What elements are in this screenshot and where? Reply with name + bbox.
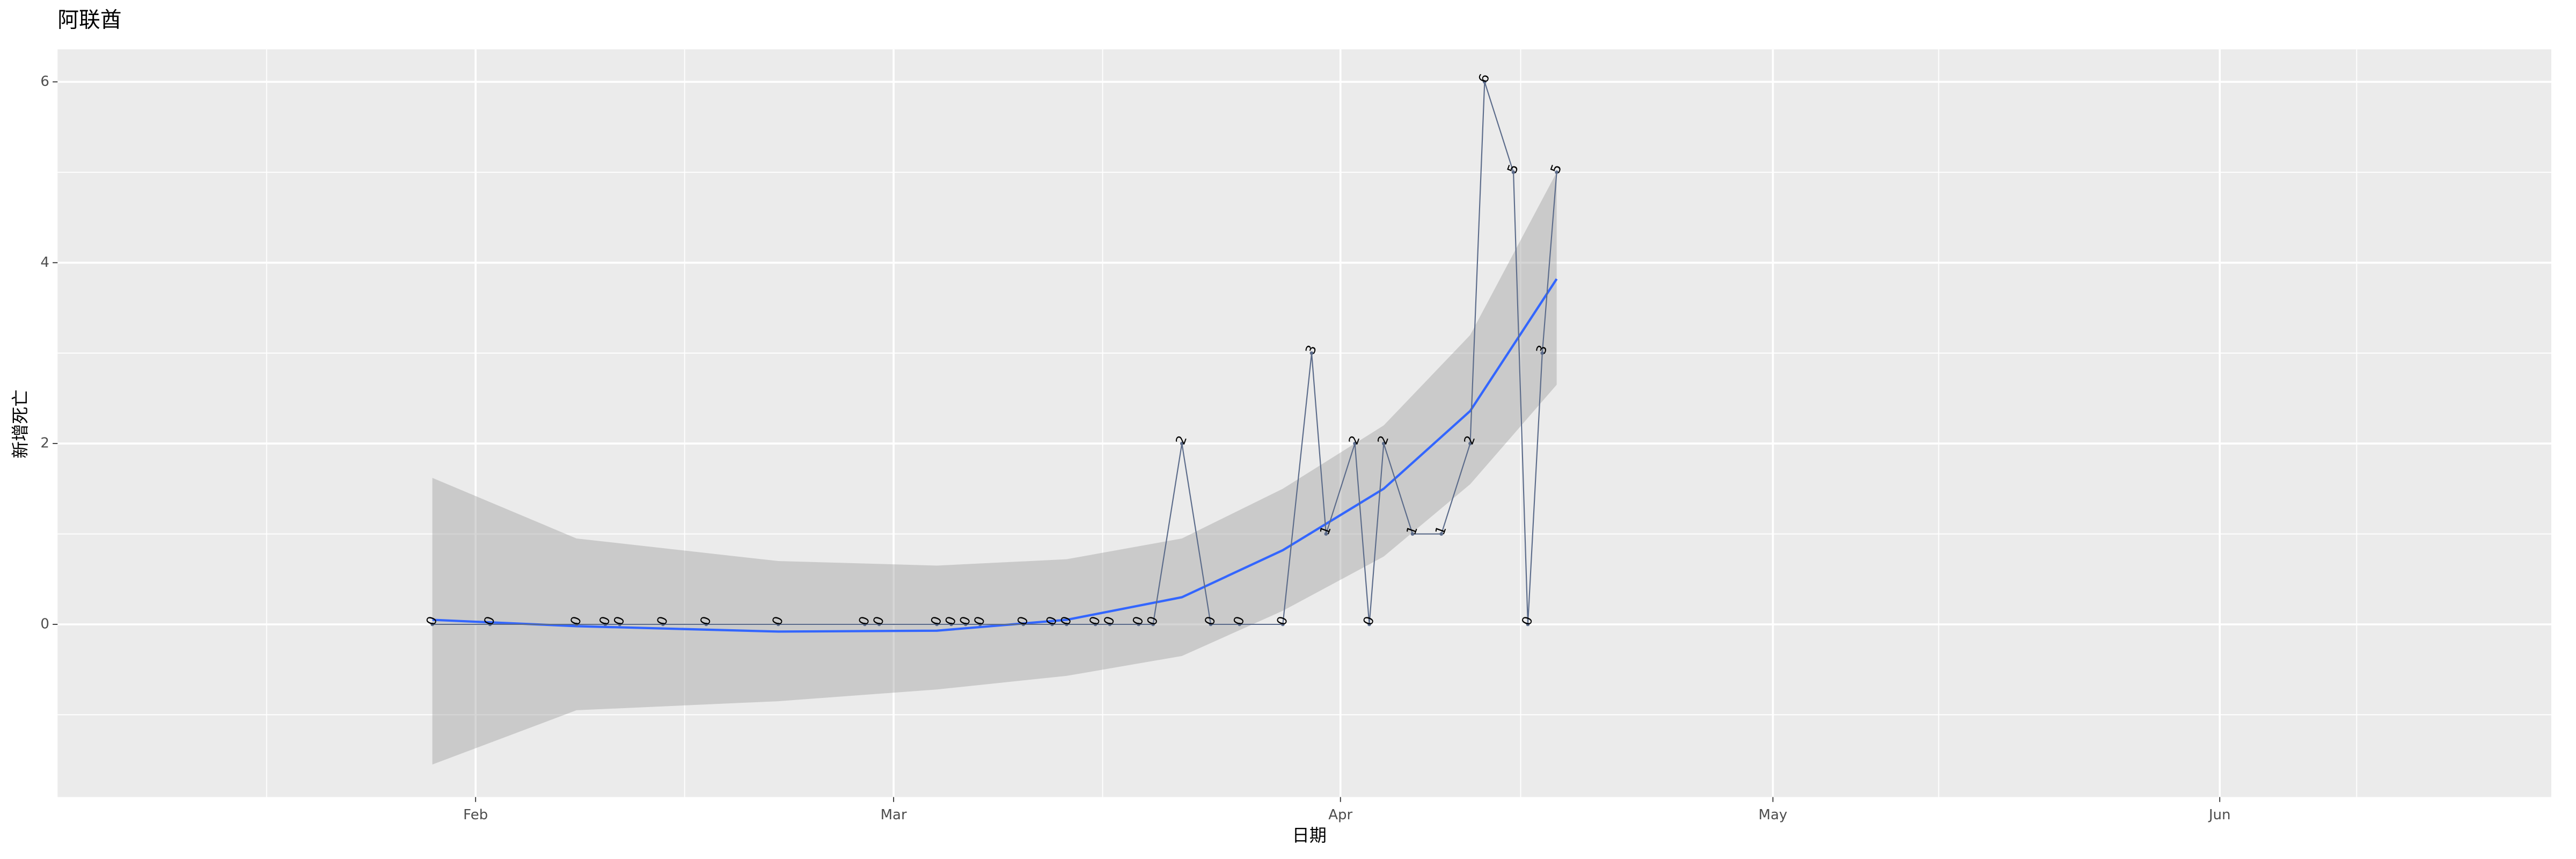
data-point (978, 622, 982, 627)
y-axis-label: 新增死亡 (10, 389, 31, 458)
data-point (1439, 532, 1444, 536)
grid: 0 2 4 6 Feb Mar Apr May Jun (40, 49, 2551, 823)
data-point (776, 622, 780, 627)
data-point (1180, 441, 1184, 446)
data-point (430, 622, 434, 627)
data-point (1309, 351, 1314, 355)
data-point (488, 622, 492, 627)
data-point (1324, 532, 1328, 536)
x-tick-label: Feb (463, 807, 488, 823)
data-point (1021, 622, 1026, 627)
y-tick-label: 6 (40, 74, 49, 90)
confidence-band (432, 172, 1557, 765)
data-point (935, 622, 939, 627)
x-axis-label: 日期 (1292, 825, 1327, 846)
data-point (618, 622, 622, 627)
data-point (1209, 622, 1213, 627)
data-point (1367, 622, 1371, 627)
y-tick-label: 0 (40, 616, 49, 632)
data-point (661, 622, 665, 627)
x-tick-label: Apr (1328, 807, 1352, 823)
x-tick-label: Jun (2208, 807, 2231, 823)
data-point (1511, 170, 1516, 174)
x-tick-label: May (1759, 807, 1788, 823)
data-point (1381, 441, 1386, 446)
data-point (964, 622, 968, 627)
data-point (1555, 170, 1559, 174)
data-point (1065, 622, 1069, 627)
data-point (1482, 80, 1487, 84)
data-point (1050, 622, 1054, 627)
data-point (1526, 622, 1530, 627)
x-tick-label: Mar (881, 807, 907, 823)
data-line (432, 82, 1557, 625)
data-point (574, 622, 579, 627)
y-tick-label: 2 (40, 435, 49, 452)
y-tick-label: 4 (40, 254, 49, 271)
smooth-line (432, 278, 1558, 633)
data-point (863, 622, 867, 627)
data-point (949, 622, 953, 627)
data-point (1280, 622, 1285, 627)
data-point (1151, 622, 1155, 627)
data-point (603, 622, 608, 627)
data-point (1137, 622, 1141, 627)
data-point (877, 622, 881, 627)
data-point (1468, 441, 1472, 446)
data-point (704, 622, 708, 627)
data-point (1093, 622, 1097, 627)
data-point (1238, 622, 1242, 627)
data-point (1540, 351, 1545, 355)
data-point (1353, 441, 1357, 446)
data-point (1108, 622, 1112, 627)
data-point (1410, 532, 1415, 536)
chart-title: 阿联酋 (57, 8, 121, 32)
